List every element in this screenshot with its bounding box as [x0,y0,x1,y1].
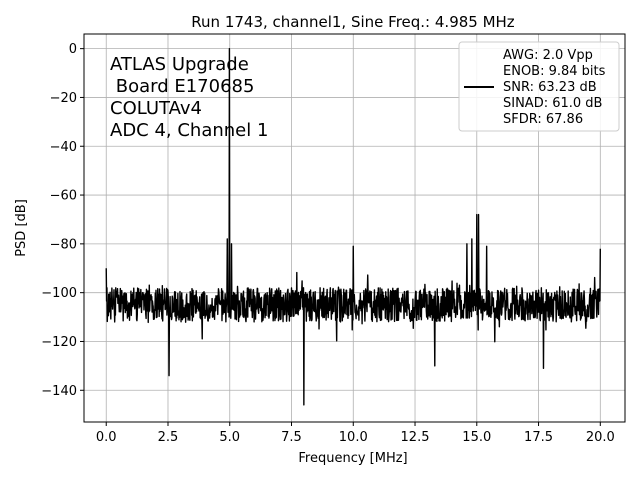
legend: AWG: 2.0 Vpp ENOB: 9.84 bits SNR: 63.23 … [458,41,620,132]
y-tick-label: −40 [50,140,77,155]
y-tick-label: −100 [41,286,77,301]
x-tick-label: 15.0 [462,430,491,445]
x-tick-label: 10.0 [339,430,368,445]
y-tick-label: −120 [41,335,77,350]
x-tick-label: 2.5 [158,430,179,445]
x-tick-label: 7.5 [281,430,302,445]
annotation-line-2: Board E170685 [110,76,254,97]
legend-enob: ENOB: 9.84 bits [503,64,606,79]
legend-sfdr: SFDR: 67.86 [503,112,583,127]
x-tick-label: 12.5 [401,430,430,445]
chart-title: Run 1743, channel1, Sine Freq.: 4.985 MH… [191,13,515,31]
legend-snr: SNR: 63.23 dB [503,80,597,95]
y-tick-label: 0 [69,42,77,57]
annotation-line-3: COLUTAv4 [110,98,202,119]
x-axis-label: Frequency [MHz] [298,451,407,466]
y-tick-label: −60 [50,189,77,204]
x-tick-label: 0.0 [96,430,117,445]
board-annotation: ATLAS Upgrade Board E170685 COLUTAv4 ADC… [110,54,268,141]
y-axis-ticks: 0 −20 −40 −60 −80 −100 −120 −140 [41,42,84,399]
x-axis-ticks: 0.0 2.5 5.0 7.5 10.0 12.5 15.0 17.5 20.0 [96,422,615,445]
legend-awg: AWG: 2.0 Vpp [503,48,593,63]
y-axis-label: PSD [dB] [14,199,29,257]
plot-frame [83,33,626,423]
y-tick-label: −80 [50,237,77,252]
x-tick-label: 17.5 [524,430,553,445]
annotation-line-1: ATLAS Upgrade [110,54,249,75]
x-tick-label: 5.0 [219,430,240,445]
x-tick-label: 20.0 [586,430,615,445]
annotation-line-4: ADC 4, Channel 1 [110,120,268,141]
y-tick-label: −140 [41,384,77,399]
y-tick-label: −20 [50,91,77,106]
legend-sinad: SINAD: 61.0 dB [503,96,602,111]
legend-box [458,41,620,132]
spectrum-line [105,47,601,406]
